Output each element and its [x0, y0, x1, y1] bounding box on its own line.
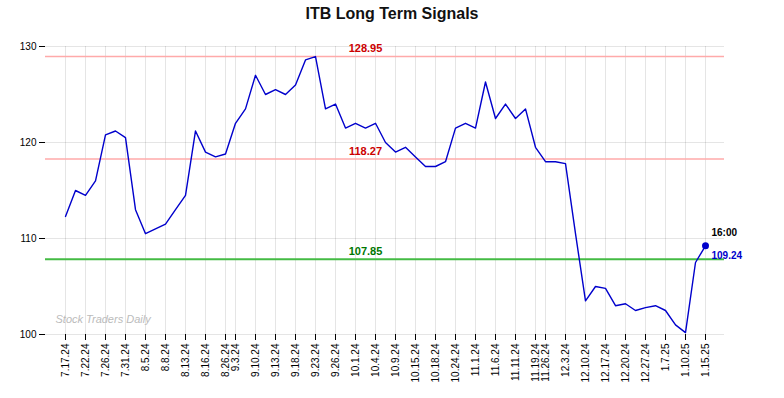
svg-text:1.15.25: 1.15.25: [700, 343, 711, 377]
svg-text:110: 110: [21, 233, 37, 244]
svg-text:107.85: 107.85: [349, 245, 383, 257]
svg-text:128.95: 128.95: [349, 42, 383, 54]
svg-text:9.18.24: 9.18.24: [290, 343, 301, 377]
svg-text:8.5.24: 8.5.24: [140, 343, 151, 371]
svg-text:10.24.24: 10.24.24: [450, 343, 461, 382]
svg-text:100: 100: [20, 329, 37, 340]
svg-text:9.26.24: 9.26.24: [330, 343, 341, 377]
svg-text:1.7.25: 1.7.25: [660, 343, 671, 371]
svg-text:8.13.24: 8.13.24: [180, 343, 191, 377]
svg-text:11.1.24: 11.1.24: [470, 343, 481, 376]
svg-text:7.26.24: 7.26.24: [100, 343, 111, 377]
svg-text:120: 120: [20, 137, 37, 148]
svg-text:11.19.24: 11.19.24: [529, 343, 541, 382]
svg-text:12.17.24: 12.17.24: [600, 343, 611, 382]
svg-text:9.10.24: 9.10.24: [250, 343, 261, 377]
svg-text:16:00: 16:00: [712, 227, 738, 238]
svg-text:11.6.24: 11.6.24: [490, 343, 501, 376]
svg-text:11.11.24: 11.11.24: [510, 343, 521, 381]
svg-text:7.31.24: 7.31.24: [120, 343, 131, 377]
svg-text:12.10.24: 12.10.24: [580, 343, 591, 382]
svg-text:11.26.24: 11.26.24: [540, 343, 551, 382]
svg-text:8.16.24: 8.16.24: [200, 343, 211, 377]
svg-text:12.3.24: 12.3.24: [560, 343, 571, 377]
svg-text:1.10.25: 1.10.25: [680, 343, 691, 377]
svg-text:8.8.24: 8.8.24: [160, 343, 171, 371]
svg-text:7.22.24: 7.22.24: [80, 343, 91, 377]
svg-text:7.17.24: 7.17.24: [60, 343, 71, 377]
svg-text:9.3.24: 9.3.24: [230, 343, 241, 371]
svg-text:10.15.24: 10.15.24: [410, 343, 421, 382]
svg-text:109.24: 109.24: [712, 250, 743, 261]
svg-text:10.1.24: 10.1.24: [350, 343, 361, 377]
svg-text:10.18.24: 10.18.24: [430, 343, 441, 382]
svg-text:8.26.24: 8.26.24: [219, 343, 231, 377]
svg-text:10.4.24: 10.4.24: [370, 343, 381, 377]
svg-text:12.20.24: 12.20.24: [620, 343, 631, 382]
svg-text:12.27.24: 12.27.24: [640, 343, 651, 382]
svg-text:Stock Traders Daily: Stock Traders Daily: [56, 313, 153, 325]
html-text:ITB Long Term Signals: ITB Long Term Signals: [305, 5, 479, 22]
svg-text:130: 130: [20, 41, 37, 52]
svg-text:10.9.24: 10.9.24: [390, 343, 401, 377]
svg-text:118.27: 118.27: [349, 145, 382, 157]
svg-text:9.23.24: 9.23.24: [310, 343, 321, 377]
svg-text:9.13.24: 9.13.24: [270, 343, 281, 377]
